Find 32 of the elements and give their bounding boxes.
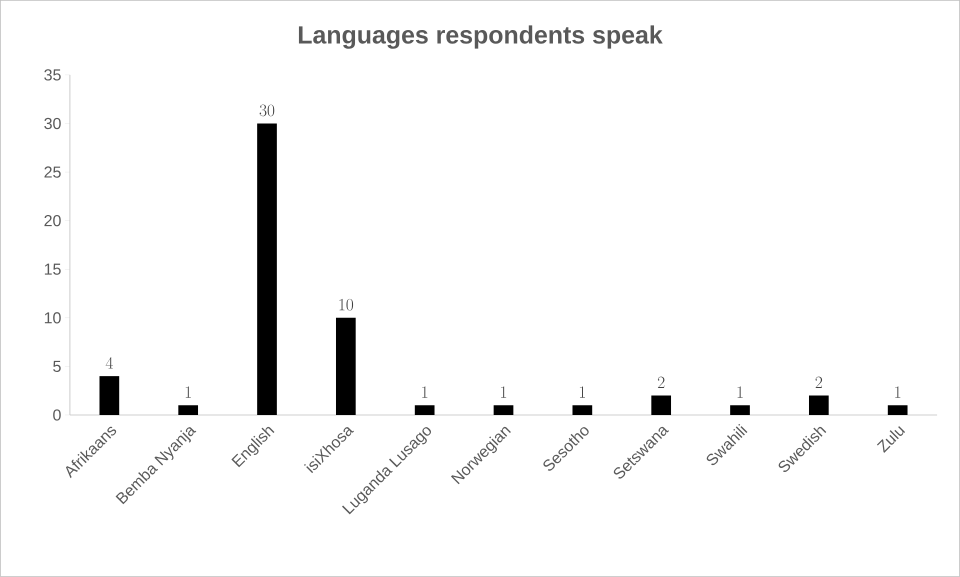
bar [257, 124, 277, 416]
bar [336, 318, 356, 416]
chart-title: Languages respondents speak [298, 25, 663, 49]
data-label: 2 [658, 376, 664, 388]
data-label: 4 [106, 357, 113, 369]
data-label: 2 [816, 376, 822, 388]
y-tick-label: 5 [53, 360, 61, 372]
data-label: 10 [339, 298, 354, 311]
y-tick-label: 10 [44, 312, 61, 324]
y-tick-label: 25 [44, 166, 61, 178]
bar [808, 396, 829, 416]
data-label: 1 [422, 386, 428, 398]
y-tick-label: 0 [53, 409, 61, 421]
y-tick-label: 20 [44, 215, 61, 226]
data-label: 1 [738, 386, 743, 398]
data-label: 1 [186, 386, 191, 398]
bar [414, 405, 435, 416]
data-label: 1 [895, 386, 900, 398]
bar [178, 405, 198, 416]
bar [888, 405, 908, 416]
data-label: 1 [501, 386, 506, 398]
x-tick-label: Zulu [876, 426, 906, 453]
bar [730, 405, 750, 416]
bar [572, 405, 592, 416]
y-tick-label: 35 [44, 69, 61, 81]
y-tick-label: 30 [44, 118, 61, 130]
y-tick-label: 15 [44, 264, 61, 275]
bar [651, 396, 672, 416]
bar [99, 376, 120, 416]
data-label: 30 [260, 104, 274, 116]
bar [494, 405, 514, 416]
data-label: 1 [580, 386, 586, 398]
